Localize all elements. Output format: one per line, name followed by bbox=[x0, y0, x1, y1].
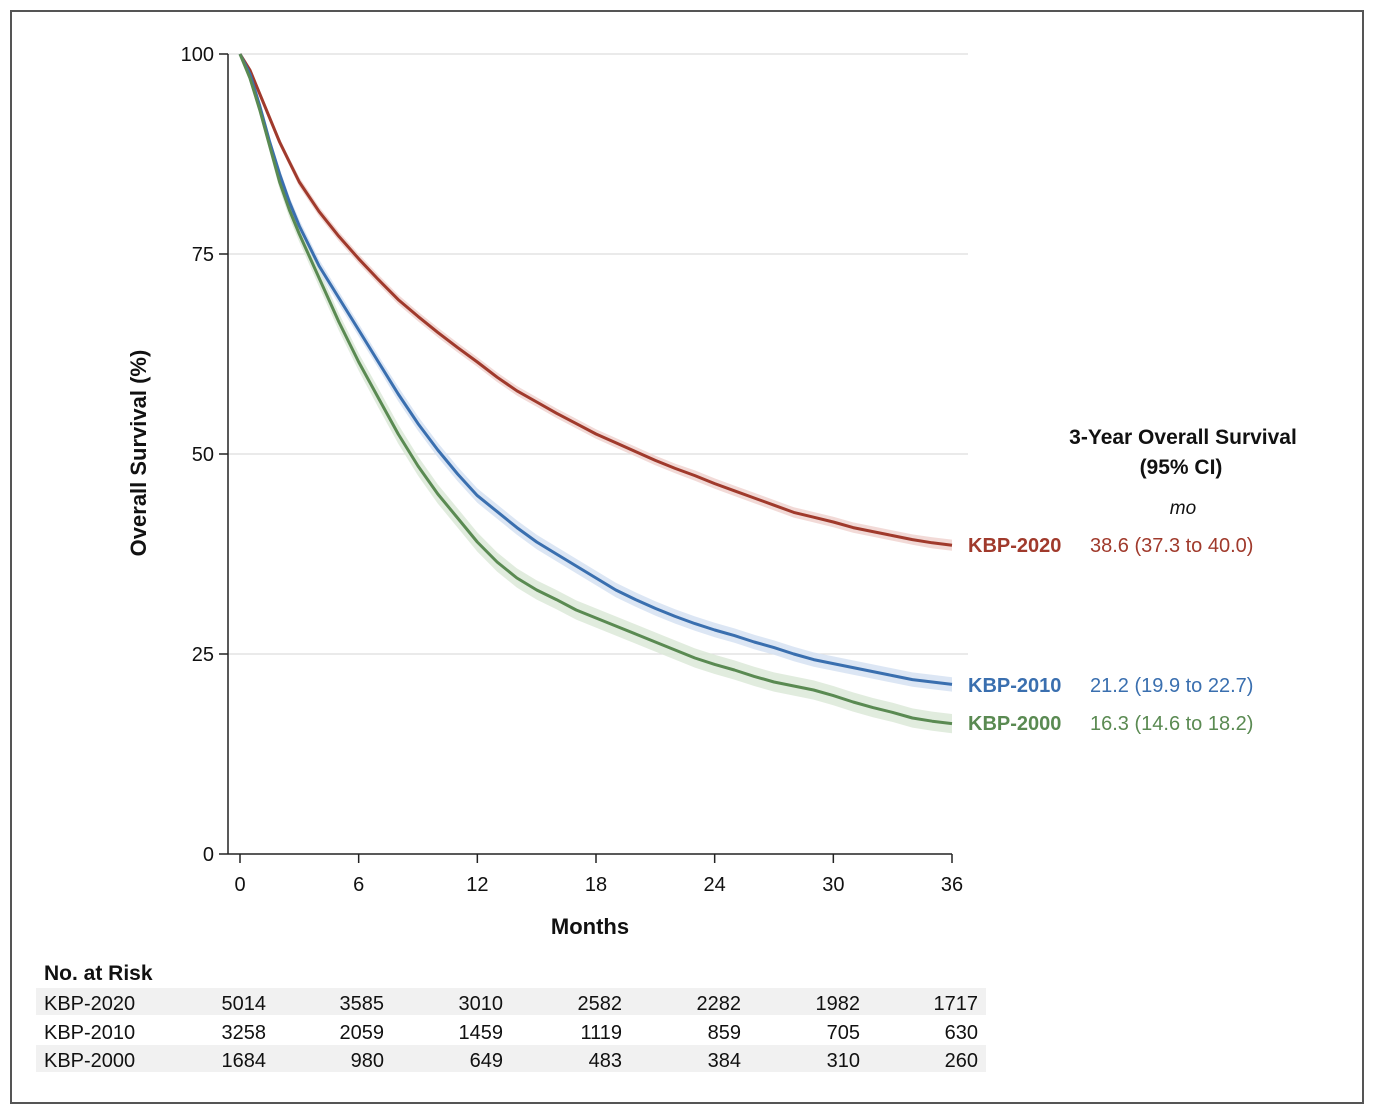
x-tick-label-12: 12 bbox=[466, 874, 488, 896]
legend-name-kbp-2000: KBP-2000 bbox=[968, 713, 1061, 735]
risk-cell-kbp-2000-0: 1684 bbox=[222, 1050, 267, 1072]
risk-table-rows: KBP-2020 5014 3585 3010 2582 2282 1982 1717 KBP-… bbox=[36, 988, 986, 1072]
risk-cell-kbp-2020-0: 5014 bbox=[222, 993, 267, 1015]
x-tick-label-0: 0 bbox=[234, 874, 245, 896]
y-tick-label-0: 0 bbox=[203, 844, 214, 866]
risk-table-title: No. at Risk bbox=[44, 962, 153, 985]
confidence-band-kbp-2020 bbox=[240, 54, 952, 551]
x-ticks: 0 6 12 18 24 30 36 bbox=[234, 854, 963, 896]
survival-line-kbp-2020 bbox=[238, 53, 953, 547]
legend-title-line1: 3-Year Overall Survival bbox=[1069, 426, 1297, 449]
risk-cell-kbp-2010-6: 2059 bbox=[340, 1022, 385, 1044]
risk-row-background-kbp-2020 bbox=[36, 988, 986, 1015]
legend-value-kbp-2020: 38.6 (37.3 to 40.0) bbox=[1090, 535, 1253, 557]
legend: 3-Year Overall Survival (95% CI) mo KBP-… bbox=[968, 426, 1297, 735]
risk-row-name-kbp-2020: KBP-2020 bbox=[44, 993, 135, 1015]
risk-cell-kbp-2010-18: 1119 bbox=[580, 1022, 622, 1044]
y-ticks: 0 25 50 75 100 bbox=[181, 44, 228, 866]
survival-curves bbox=[238, 53, 953, 726]
survival-line-kbp-2000 bbox=[238, 53, 953, 726]
confidence-band-kbp-2010 bbox=[240, 54, 952, 692]
y-axis-label: Overall Survival (%) bbox=[126, 350, 151, 557]
y-tick-label-50: 50 bbox=[192, 444, 214, 466]
risk-row-name-kbp-2010: KBP-2010 bbox=[44, 1022, 135, 1044]
risk-cell-kbp-2010-0: 3258 bbox=[222, 1022, 267, 1044]
risk-cell-kbp-2020-6: 3585 bbox=[340, 993, 385, 1015]
risk-cell-kbp-2010-36: 630 bbox=[945, 1022, 978, 1044]
legend-title-line2: (95% CI) bbox=[1140, 456, 1223, 479]
risk-cell-kbp-2000-36: 260 bbox=[945, 1050, 978, 1072]
risk-cell-kbp-2020-18: 2582 bbox=[578, 993, 623, 1015]
x-tick-label-18: 18 bbox=[585, 874, 607, 896]
risk-cell-kbp-2000-18: 483 bbox=[589, 1050, 622, 1072]
risk-cell-kbp-2020-24: 2282 bbox=[697, 993, 742, 1015]
figure-frame bbox=[10, 10, 1364, 1104]
risk-cell-kbp-2010-30: 705 bbox=[827, 1022, 860, 1044]
risk-cell-kbp-2010-12: 1459 bbox=[459, 1022, 504, 1044]
risk-cell-kbp-2020-36: 1717 bbox=[934, 993, 979, 1015]
risk-row-name-kbp-2000: KBP-2000 bbox=[44, 1050, 135, 1072]
x-tick-label-36: 36 bbox=[941, 874, 963, 896]
legend-entries: KBP-2020 38.6 (37.3 to 40.0) KBP-2010 21.2 … bbox=[968, 535, 1253, 735]
confidence-bands bbox=[240, 54, 952, 734]
legend-value-kbp-2000: 16.3 (14.6 to 18.2) bbox=[1090, 713, 1253, 735]
confidence-band-kbp-2000 bbox=[240, 54, 952, 734]
x-tick-label-24: 24 bbox=[704, 874, 726, 896]
x-tick-label-30: 30 bbox=[822, 874, 844, 896]
y-tick-label-100: 100 bbox=[181, 44, 214, 66]
risk-table: No. at Risk KBP-2020 5014 3585 3010 2582 2282… bbox=[36, 962, 986, 1072]
x-tick-label-6: 6 bbox=[353, 874, 364, 896]
risk-cell-kbp-2000-12: 649 bbox=[470, 1050, 503, 1072]
risk-cell-kbp-2010-24: 859 bbox=[708, 1022, 741, 1044]
y-tick-label-25: 25 bbox=[192, 644, 214, 666]
risk-cell-kbp-2020-30: 1982 bbox=[816, 993, 861, 1015]
risk-row-background-kbp-2000 bbox=[36, 1045, 986, 1072]
survival-line-kbp-2010 bbox=[238, 53, 953, 686]
risk-cell-kbp-2000-24: 384 bbox=[708, 1050, 741, 1072]
legend-name-kbp-2020: KBP-2020 bbox=[968, 535, 1061, 557]
y-tick-label-75: 75 bbox=[192, 244, 214, 266]
risk-cell-kbp-2000-30: 310 bbox=[827, 1050, 860, 1072]
legend-units: mo bbox=[1170, 498, 1196, 519]
gridlines bbox=[228, 53, 968, 655]
legend-name-kbp-2010: KBP-2010 bbox=[968, 675, 1061, 697]
risk-cell-kbp-2000-6: 980 bbox=[351, 1050, 384, 1072]
x-axis-label: Months bbox=[551, 914, 629, 939]
risk-cell-kbp-2020-12: 3010 bbox=[459, 993, 504, 1015]
legend-value-kbp-2010: 21.2 (19.9 to 22.7) bbox=[1090, 675, 1253, 697]
